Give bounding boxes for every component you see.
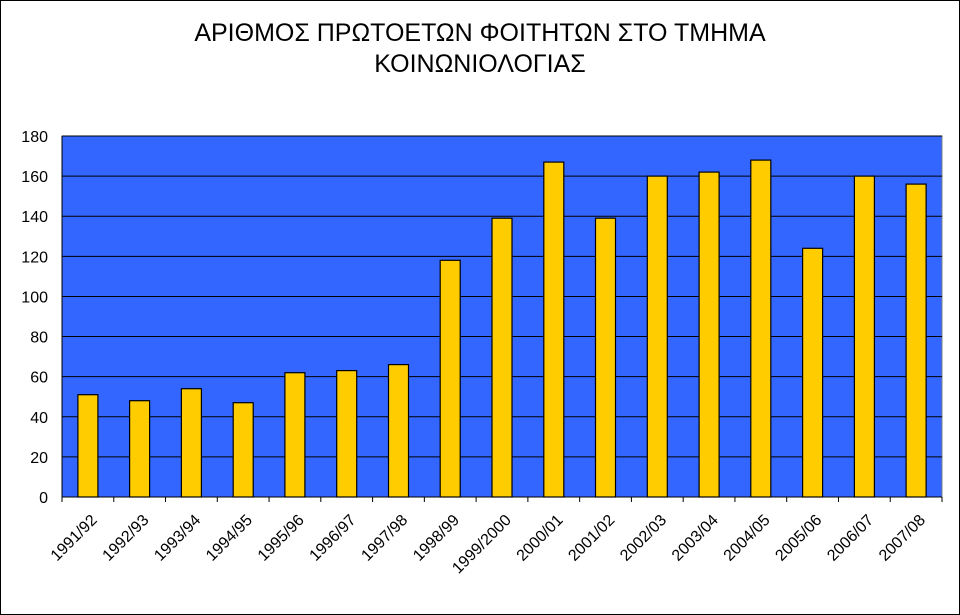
x-tick-label: 1996/97 xyxy=(307,512,360,565)
bar xyxy=(543,161,565,498)
y-tick-label: 60 xyxy=(30,370,48,387)
chart-title: ΑΡΙΘΜΟΣ ΠΡΩΤΟΕΤΩΝ ΦΟΙΤΗΤΩΝ ΣΤΟ ΤΜΗΜΑ ΚΟΙ… xyxy=(0,18,960,80)
y-tick-label: 0 xyxy=(39,490,48,507)
bar xyxy=(336,370,358,498)
bar xyxy=(180,388,202,498)
bar xyxy=(284,372,306,498)
bar xyxy=(77,394,99,498)
y-tick-label: 180 xyxy=(21,129,48,146)
x-tick-label: 2000/01 xyxy=(514,512,567,565)
x-tick-label: 1993/94 xyxy=(151,512,204,565)
bar xyxy=(750,159,772,498)
bar xyxy=(905,183,927,498)
y-tick-label: 140 xyxy=(21,209,48,226)
x-tick-label: 1998/99 xyxy=(410,512,463,565)
bar xyxy=(801,247,824,498)
bar xyxy=(594,217,617,498)
y-tick-label: 20 xyxy=(30,450,48,467)
y-tick-label: 80 xyxy=(30,330,48,347)
x-tick-label: 2007/08 xyxy=(876,512,929,565)
x-tick-label: 1995/96 xyxy=(255,512,308,565)
x-tick-label: 2002/03 xyxy=(617,512,670,565)
bar xyxy=(698,171,720,498)
x-tick-label: 1997/98 xyxy=(358,512,411,565)
y-tick-label: 100 xyxy=(21,289,48,306)
x-tick-label: 1994/95 xyxy=(203,512,256,565)
x-tick-label: 1992/93 xyxy=(100,512,153,565)
x-tick-label: 2006/07 xyxy=(824,512,877,565)
bar xyxy=(646,175,668,498)
bar xyxy=(853,175,876,498)
x-tick-label: 2001/02 xyxy=(565,512,618,565)
y-tick-label: 120 xyxy=(21,249,48,266)
y-tick-label: 160 xyxy=(21,169,48,186)
bar xyxy=(439,259,461,498)
x-tick-label: 2005/06 xyxy=(772,512,825,565)
x-tick-label: 2004/05 xyxy=(721,512,774,565)
y-tick-label: 40 xyxy=(30,410,48,427)
x-tick-label: 2003/04 xyxy=(669,512,722,565)
chart-title-line-2: ΚΟΙΝΩΝΙΟΛΟΓΙΑΣ xyxy=(374,50,586,78)
chart-title-line-1: ΑΡΙΘΜΟΣ ΠΡΩΤΟΕΤΩΝ ΦΟΙΤΗΤΩΝ ΣΤΟ ΤΜΗΜΑ xyxy=(194,19,766,47)
x-tick-label: 1991/92 xyxy=(48,512,101,565)
bar xyxy=(129,400,151,498)
bar xyxy=(387,364,410,498)
bar xyxy=(491,217,513,498)
bar xyxy=(232,402,254,498)
